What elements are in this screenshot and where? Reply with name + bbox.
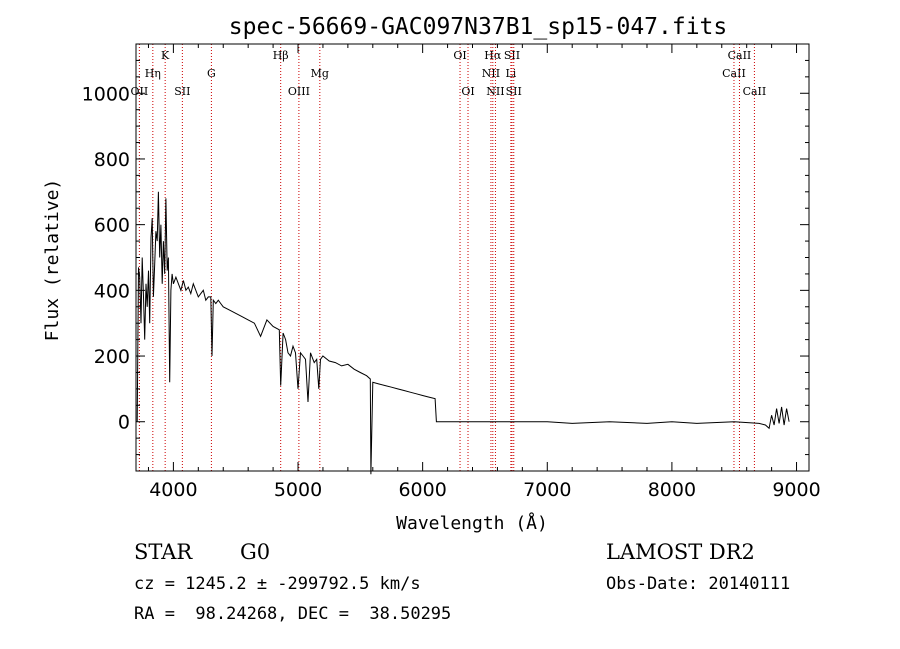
axis-ticks: 4000 5000 6000 7000 8000 9000 0 200 400 600 800 100…: [82, 44, 821, 501]
plot-frame: [135, 43, 810, 472]
x-axis-label: Wavelength (Å): [396, 512, 548, 534]
line-label-5: Hβ: [273, 49, 289, 62]
line-label-12: NII: [486, 85, 504, 98]
line-label-11: NII: [482, 67, 500, 80]
spectrum-series: [136, 191, 790, 475]
line-label-8: OI: [453, 49, 466, 62]
line-label-4: G: [207, 67, 216, 80]
x-tick-label-5: 9000: [772, 479, 820, 501]
y-tick-label-2: 400: [94, 280, 130, 302]
line-label-2: K: [161, 49, 170, 62]
spectrum-line-0: [136, 191, 790, 475]
line-label-1: Hη: [145, 67, 161, 80]
x-tick-label-2: 6000: [398, 479, 446, 501]
x-tick-label-0: 4000: [149, 479, 197, 501]
redshift-cz: cz = 1245.2 ± -299792.5 km/s: [134, 574, 421, 594]
line-label-15: SII: [506, 85, 522, 98]
line-label-0: OII: [131, 85, 149, 98]
x-tick-label-3: 7000: [523, 479, 571, 501]
y-tick-label-4: 800: [94, 149, 130, 171]
line-label-10: Hα: [484, 49, 502, 62]
line-label-3: SII: [174, 85, 190, 98]
coordinates: RA = 98.24268, DEC = 38.50295: [134, 604, 452, 624]
y-tick-label-5: 1000: [82, 83, 130, 105]
line-label-7: Mg: [311, 67, 329, 80]
emission-line-markers: OIIHηKSIIGHβOIIIMgOIOIHαNIINIISIILiSIICa…: [131, 44, 767, 471]
line-label-13: SII: [504, 49, 520, 62]
line-label-14: Li: [505, 67, 516, 80]
y-axis-label: Flux (relative): [42, 179, 63, 342]
observation-date: Obs-Date: 20140111: [606, 574, 791, 594]
y-tick-label-3: 600: [94, 215, 130, 237]
line-label-6: OIII: [288, 85, 310, 98]
line-label-16: CaII: [722, 67, 746, 80]
survey-name: LAMOST DR2: [606, 540, 755, 564]
chart-title: spec-56669-GAC097N37B1_sp15-047.fits: [229, 14, 728, 40]
y-tick-label-1: 200: [94, 346, 130, 368]
x-tick-label-4: 8000: [648, 479, 696, 501]
line-label-9: OI: [461, 85, 474, 98]
line-label-17: CaII: [728, 49, 752, 62]
line-label-18: CaII: [743, 85, 767, 98]
object-class: STAR: [134, 540, 193, 564]
x-tick-label-1: 5000: [274, 479, 322, 501]
y-tick-label-0: 0: [118, 412, 130, 434]
object-subclass: G0: [240, 540, 271, 564]
